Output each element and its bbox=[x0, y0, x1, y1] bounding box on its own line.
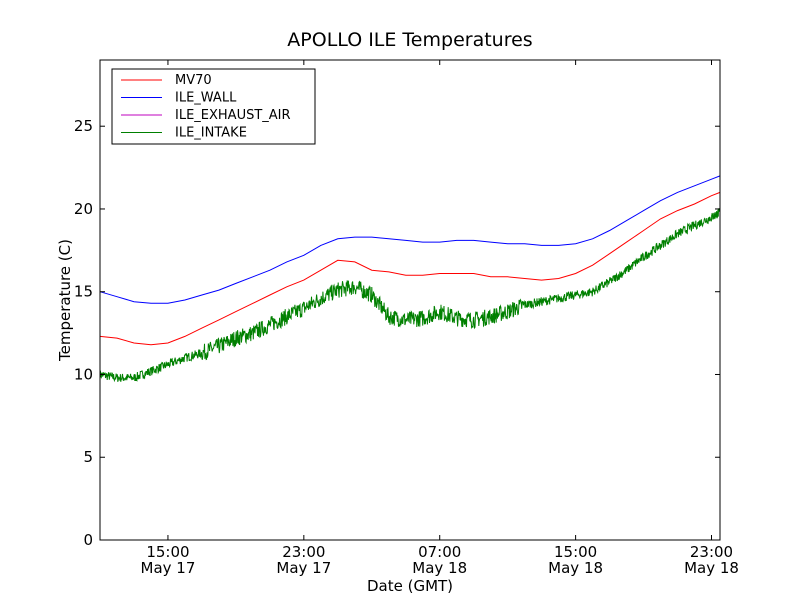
series-line-ile-wall bbox=[99, 175, 721, 304]
x-tick-date-label: May 18 bbox=[548, 559, 603, 577]
x-tick-time-label: 15:00 bbox=[554, 543, 597, 561]
x-tick-date-label: May 17 bbox=[141, 559, 196, 577]
chart-title: APOLLO ILE Temperatures bbox=[287, 29, 532, 51]
legend-label: ILE_WALL bbox=[175, 91, 237, 106]
x-tick-time-label: 23:00 bbox=[282, 543, 325, 561]
legend-box bbox=[111, 68, 316, 145]
y-tick-label: 5 bbox=[83, 448, 93, 466]
x-tick-time-label: 23:00 bbox=[690, 543, 733, 561]
legend: MV70 ILE_WALL ILE_EXHAUST_AIR ILE_INTAKE bbox=[111, 68, 316, 145]
y-tick-label: 25 bbox=[74, 117, 93, 135]
series-line-ile-intake bbox=[99, 207, 721, 383]
legend-label: ILE_INTAKE bbox=[175, 126, 247, 141]
legend-label: ILE_EXHAUST_AIR bbox=[175, 108, 291, 123]
y-tick-label: 15 bbox=[74, 283, 93, 301]
y-tick-label: 20 bbox=[74, 200, 93, 218]
x-tick-date-label: May 18 bbox=[684, 559, 739, 577]
x-tick-time-label: 15:00 bbox=[146, 543, 189, 561]
x-axis-label: Date (GMT) bbox=[367, 577, 453, 595]
legend-label: MV70 bbox=[175, 73, 212, 88]
plot-area bbox=[99, 175, 721, 383]
x-tick-date-label: May 17 bbox=[276, 559, 331, 577]
y-tick-label: 0 bbox=[83, 531, 93, 549]
y-axis-label: Temperature (C) bbox=[56, 239, 74, 362]
y-tick-label: 10 bbox=[74, 365, 93, 383]
y-axis: 0 5 10 15 20 25 bbox=[74, 117, 720, 549]
plot-frame bbox=[99, 59, 721, 541]
x-tick-time-label: 07:00 bbox=[418, 543, 461, 561]
x-tick-date-label: May 18 bbox=[412, 559, 467, 577]
series-line-mv70 bbox=[99, 191, 721, 346]
